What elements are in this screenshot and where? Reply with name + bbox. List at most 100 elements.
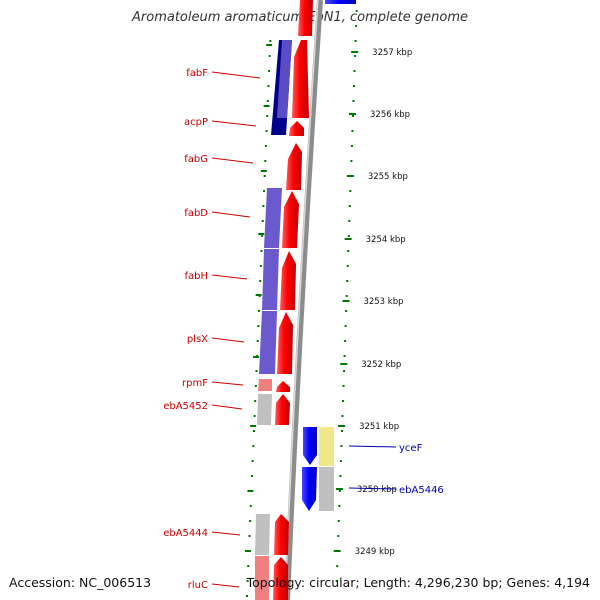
ring-dot-left [249,505,252,507]
ring-dot-right [350,160,353,162]
kbp-tick-label: 3253 kbp [363,297,403,307]
ring-dot-left [252,430,255,432]
cog-block-rluC [255,556,269,600]
kbp-tick-mark [342,300,350,302]
gene-label-plsX: plsX [187,334,208,345]
gene-label-fabF: fabF [186,68,208,79]
ring-dash-left [250,425,257,427]
ring-dash-left [253,356,260,358]
reverse-strand-genes [273,0,313,600]
ring-dot-left [269,40,272,42]
ring-dot-right [350,145,353,147]
ring-dot-left [266,100,269,102]
ring-dot-right [348,205,351,207]
gene-arrow-rluC [273,557,288,600]
cog-block-fabF-purple [277,40,292,118]
ring-dot-right [354,40,357,42]
ring-dot-right [346,280,349,282]
ring-dot-left [264,160,267,162]
gene-label-ebA5444: ebA5444 [163,528,208,539]
ring-dot-right [353,85,356,87]
kbp-tick-mark [346,175,354,177]
ring-dot-left [253,415,256,417]
ring-dot-left [264,145,267,147]
kbp-tick-label: 3252 kbp [361,360,401,370]
ring-dot-left [265,130,268,132]
ring-dash-left [263,105,270,107]
ring-dot-right [335,580,338,582]
ring-dot-right [339,460,342,462]
ring-dots [244,10,358,597]
kbp-tick-label: 3256 kbp [370,110,410,120]
gene-arrow-plsX [277,312,293,374]
ring-dot-left [249,520,252,522]
left-gene-labels: fabF acpP fabG fabD fabH plsX rpmF ebA5452 ebA54… [163,68,261,591]
ring-dot-left [246,580,249,582]
ring-dot-right [348,220,351,222]
ring-dot-right [353,70,356,72]
ring-dot-right [354,55,357,57]
kbp-tick-mark [349,113,357,115]
ring-dot-left [247,565,250,567]
ring-dot-right [337,535,340,537]
ring-dot-right [351,115,354,117]
ring-dot-right [342,385,345,387]
ring-dot-right [340,445,343,447]
gene-arrow-acpP [289,121,304,136]
kbp-tick-label: 3250 kbp [357,485,397,495]
kbp-tick-mark [333,550,341,552]
kbp-tick-mark [338,425,346,427]
gene-leader-rpmF [211,381,244,386]
gene-arrow-top-forward [325,0,356,4]
kbp-tick-mark [344,238,352,240]
kbp-ticks: 3257 kbp 3256 kbp 3255 kbp 3254 kbp 3253 kbp… [333,48,412,557]
ring-dot-right [341,415,344,417]
gene-leader-rluC [211,583,240,588]
gene-arrow-rpmF [276,381,290,392]
gene-leader-plsX [211,337,245,343]
cog-block-ebA5452 [257,394,272,425]
ring-dot-right [355,10,358,12]
gene-label-rpmF: rpmF [182,378,208,389]
ring-dot-right [344,325,347,327]
ring-dot-left [256,340,259,342]
ring-dot-left [259,280,262,282]
gene-leader-ebA5444 [211,531,241,536]
gene-leader-fabF [211,71,261,79]
accession-label: Accession: NC_006513 [9,575,152,590]
ring-dot-left [257,310,260,312]
ring-dot-right [344,340,347,342]
ring-dot-right [345,310,348,312]
ring-dot-right [351,130,354,132]
cog-block-plsX [259,311,277,374]
ring-dot-left [254,400,257,402]
gene-label-ebA5446: ebA5446 [399,485,444,496]
gene-label-acpP: acpP [184,117,208,128]
ring-dot-right [342,400,344,402]
gene-leader-ebA5452 [211,404,243,410]
ring-dot-left [251,475,254,477]
cog-block-ebA5446 [319,467,334,511]
ring-dot-left [255,370,258,372]
kbp-tick-label: 3254 kbp [366,235,406,245]
ring-dot-right [352,100,355,102]
ring-dot-left [259,265,262,267]
ring-dot-left [248,535,251,537]
gene-arrow-fabF [292,40,309,118]
cog-block-yceF [319,427,334,466]
ring-dot-left [251,460,254,462]
kbp-tick-mark [335,488,343,490]
ring-dot-right [347,250,350,252]
gene-arrow-yceF [303,427,317,465]
gene-label-ebA5452: ebA5452 [163,401,208,412]
right-gene-labels: yceF ebA5446 [348,443,444,496]
ring-dot-left [246,595,249,597]
kbp-tick-label: 3251 kbp [359,422,399,432]
ring-dot-left [268,70,271,72]
forward-strand-genes [302,0,356,511]
ring-dot-right [343,370,346,372]
ring-dash-left [260,170,267,172]
ring-dot-right [338,490,341,492]
